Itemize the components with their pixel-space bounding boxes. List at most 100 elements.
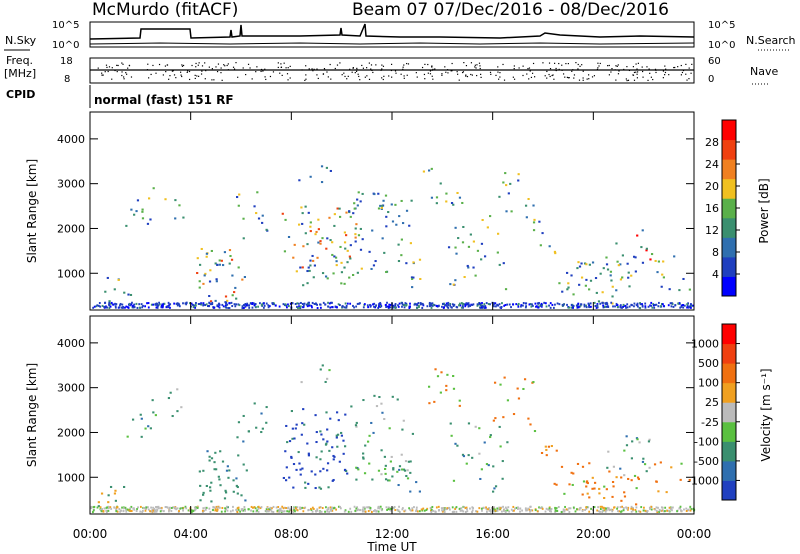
echo-cell xyxy=(520,304,523,307)
echo-cell xyxy=(141,306,144,309)
echo-cell xyxy=(479,477,482,480)
nave-point xyxy=(227,69,229,71)
nave-point xyxy=(680,74,683,76)
echo-cell xyxy=(300,381,303,384)
echo-cell xyxy=(492,419,495,422)
echo-cell xyxy=(405,209,409,212)
nave-point xyxy=(664,74,666,76)
echo-cell xyxy=(129,507,132,510)
echo-cell xyxy=(501,460,504,463)
echo-cell xyxy=(98,301,101,305)
echo-cell xyxy=(320,450,323,453)
echo-cell xyxy=(327,486,330,489)
echo-cell xyxy=(142,304,144,307)
echo-cell xyxy=(345,211,348,214)
echo-cell xyxy=(528,508,531,511)
echo-cell xyxy=(461,241,465,244)
y-tick-label: 4000 xyxy=(57,337,85,350)
echo-cell xyxy=(686,306,688,309)
echo-cell xyxy=(464,303,467,306)
echo-cell xyxy=(235,297,238,300)
echo-cell xyxy=(372,303,374,306)
echo-cell xyxy=(471,511,473,514)
echo-cell xyxy=(620,510,622,513)
echo-cell xyxy=(455,305,458,308)
nave-point xyxy=(381,64,383,66)
echo-cell xyxy=(150,303,153,306)
echo-cell xyxy=(203,509,206,512)
nave-point xyxy=(211,68,213,70)
nave-point xyxy=(316,68,318,70)
nave-point xyxy=(362,67,365,69)
echo-cell xyxy=(159,507,162,510)
echo-cell xyxy=(263,304,266,307)
nave-point xyxy=(479,67,481,70)
echo-cell xyxy=(668,509,670,512)
colorbar-swatch xyxy=(722,178,736,199)
nave-point xyxy=(334,67,336,70)
echo-cell xyxy=(363,507,366,510)
echo-cell xyxy=(517,302,520,305)
echo-cell xyxy=(147,506,149,509)
nave-point xyxy=(591,76,594,78)
echo-cell xyxy=(355,466,358,469)
echo-cell xyxy=(588,305,590,308)
nave-point xyxy=(582,77,584,79)
echo-cell xyxy=(97,505,100,508)
echo-cell xyxy=(583,303,586,306)
echo-cell xyxy=(337,419,340,422)
echo-cell xyxy=(343,241,347,244)
echo-cell xyxy=(243,508,246,511)
echo-cell xyxy=(361,508,364,511)
nave-point xyxy=(280,66,283,68)
echo-cell xyxy=(529,423,532,426)
colorbar-swatch xyxy=(722,198,736,219)
nave-point xyxy=(235,62,237,64)
echo-cell xyxy=(549,302,552,305)
echo-cell xyxy=(92,509,95,512)
echo-cell xyxy=(607,507,610,510)
nave-point xyxy=(544,75,546,77)
echo-cell xyxy=(301,506,304,509)
echo-cell xyxy=(352,212,355,215)
nave-point xyxy=(224,65,226,67)
nave-point xyxy=(150,73,152,76)
echo-cell xyxy=(202,302,205,305)
nave-point xyxy=(356,69,358,71)
echo-cell xyxy=(228,302,231,305)
echo-cell xyxy=(583,305,586,308)
echo-cell xyxy=(494,509,497,512)
echo-cell xyxy=(503,304,506,307)
echo-cell xyxy=(545,507,548,510)
echo-cell xyxy=(601,509,604,512)
echo-cell xyxy=(660,509,663,512)
echo-cell xyxy=(302,304,305,307)
echo-cell xyxy=(272,505,275,508)
echo-cell xyxy=(385,225,388,228)
echo-cell xyxy=(553,482,556,485)
echo-cell xyxy=(377,469,381,472)
echo-cell xyxy=(622,507,625,510)
echo-cell xyxy=(309,225,312,228)
echo-cell xyxy=(244,305,247,308)
echo-cell xyxy=(109,302,112,305)
echo-cell xyxy=(311,301,314,304)
nave-point xyxy=(97,67,99,69)
y-tick-label: 3000 xyxy=(57,178,85,191)
nave-point xyxy=(347,75,349,77)
echo-cell xyxy=(562,508,565,511)
nave-point xyxy=(390,69,393,72)
echo-cell xyxy=(597,506,599,509)
echo-cell xyxy=(345,304,348,307)
echo-cell xyxy=(524,306,527,309)
echo-cell xyxy=(242,414,245,417)
echo-cell xyxy=(284,218,287,221)
echo-cell xyxy=(619,305,622,308)
echo-cell xyxy=(260,506,263,509)
echo-cell xyxy=(356,302,359,305)
echo-cell xyxy=(493,381,497,384)
echo-cell xyxy=(385,305,388,308)
nave-point xyxy=(204,62,206,64)
echo-cell xyxy=(132,306,135,309)
echo-cell xyxy=(585,306,588,309)
